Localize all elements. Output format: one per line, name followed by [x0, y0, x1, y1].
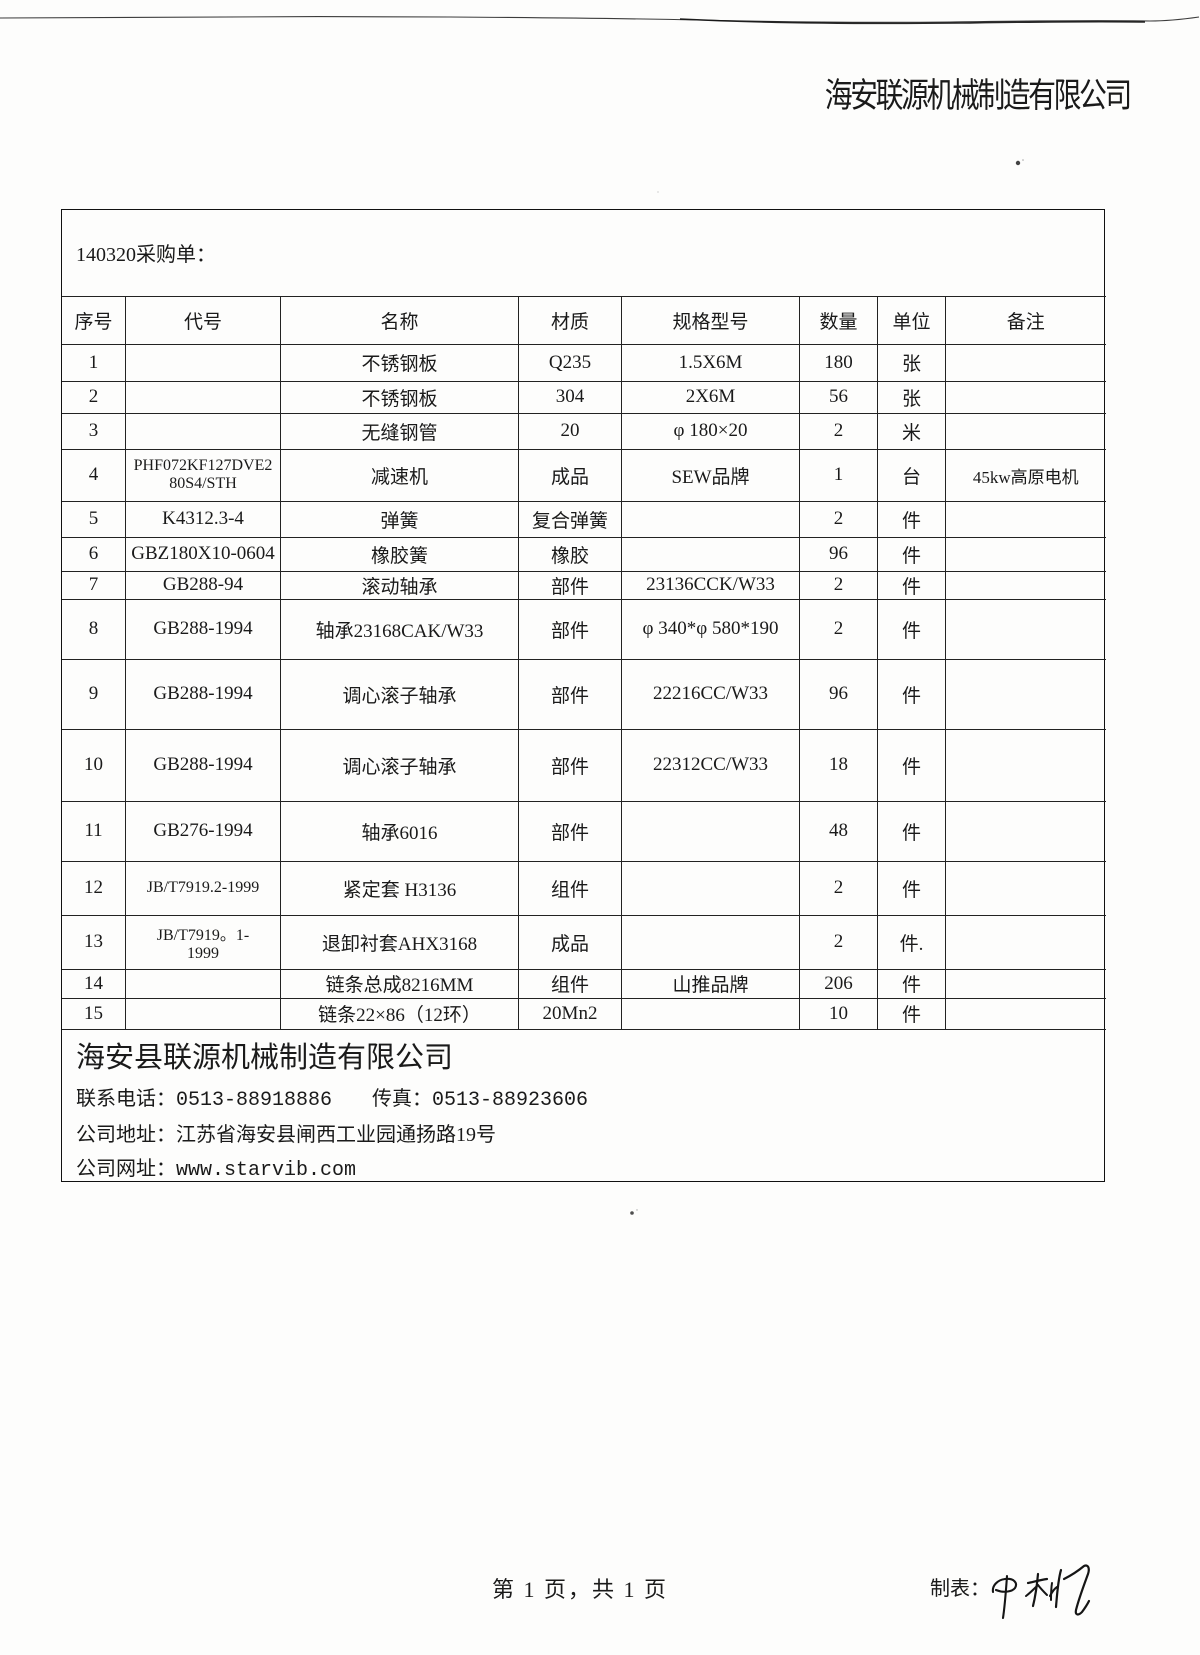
svg-text:制表：: 制表： — [930, 1577, 990, 1600]
